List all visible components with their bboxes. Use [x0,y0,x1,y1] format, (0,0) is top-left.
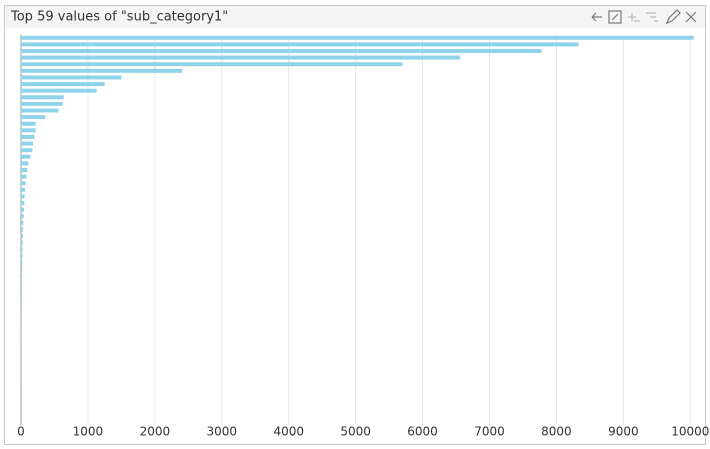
expand-button[interactable] [608,10,622,24]
filter-button[interactable] [646,12,658,22]
x-tick-label: 0 [17,425,25,439]
bar [21,240,23,245]
bar [21,55,461,60]
bar [21,320,22,325]
bar [21,300,22,305]
bar [21,207,25,212]
bar [21,194,25,199]
bar [21,42,579,47]
x-tick-label: 9000 [608,425,639,439]
bar [21,49,542,53]
x-tick-label: 7000 [474,425,505,439]
bar [21,108,59,113]
x-tick-label: 1000 [73,425,104,439]
x-tick-label: 10000 [671,425,709,439]
chart-title: Top 59 values of "sub_category1" [10,10,228,25]
bar [21,326,22,331]
bar [21,148,33,153]
bar [21,121,36,126]
bar [21,260,23,265]
bar [21,247,23,252]
bar [21,273,23,278]
bar [21,88,97,93]
x-tick-label: 4000 [273,425,304,439]
bar [21,293,22,298]
bar [21,214,24,219]
x-tick-label: 8000 [541,425,572,439]
back-button[interactable] [591,12,602,22]
expand-icon [611,13,619,21]
bar [21,101,63,106]
bar [21,168,28,172]
bar [21,227,24,232]
bar [21,306,22,311]
bar [21,267,23,272]
bar [21,62,403,67]
bar [21,161,29,166]
x-tick-label: 6000 [407,425,438,439]
toolbar [591,9,697,25]
bar [21,234,23,239]
bar [21,313,22,318]
x-tick-label: 5000 [340,425,371,439]
bar [21,286,22,291]
close-button[interactable] [685,11,697,23]
bar [21,115,46,120]
bar [21,187,26,192]
panel-header [5,6,705,28]
bar [21,128,36,133]
bar [21,174,27,179]
bar [21,220,24,225]
bar [21,253,23,258]
bar [21,201,25,206]
bar [21,95,64,100]
bar [21,35,694,40]
bar [21,75,122,80]
bar [21,141,34,146]
drill-button[interactable] [628,13,640,22]
x-tick-label: 3000 [207,425,238,439]
bar [21,134,35,139]
bar [21,82,105,87]
edit-button[interactable] [665,9,681,25]
bar [21,68,183,73]
x-tick-label: 2000 [140,425,171,439]
bar [21,154,31,159]
bar [21,280,23,285]
bar [21,181,26,186]
